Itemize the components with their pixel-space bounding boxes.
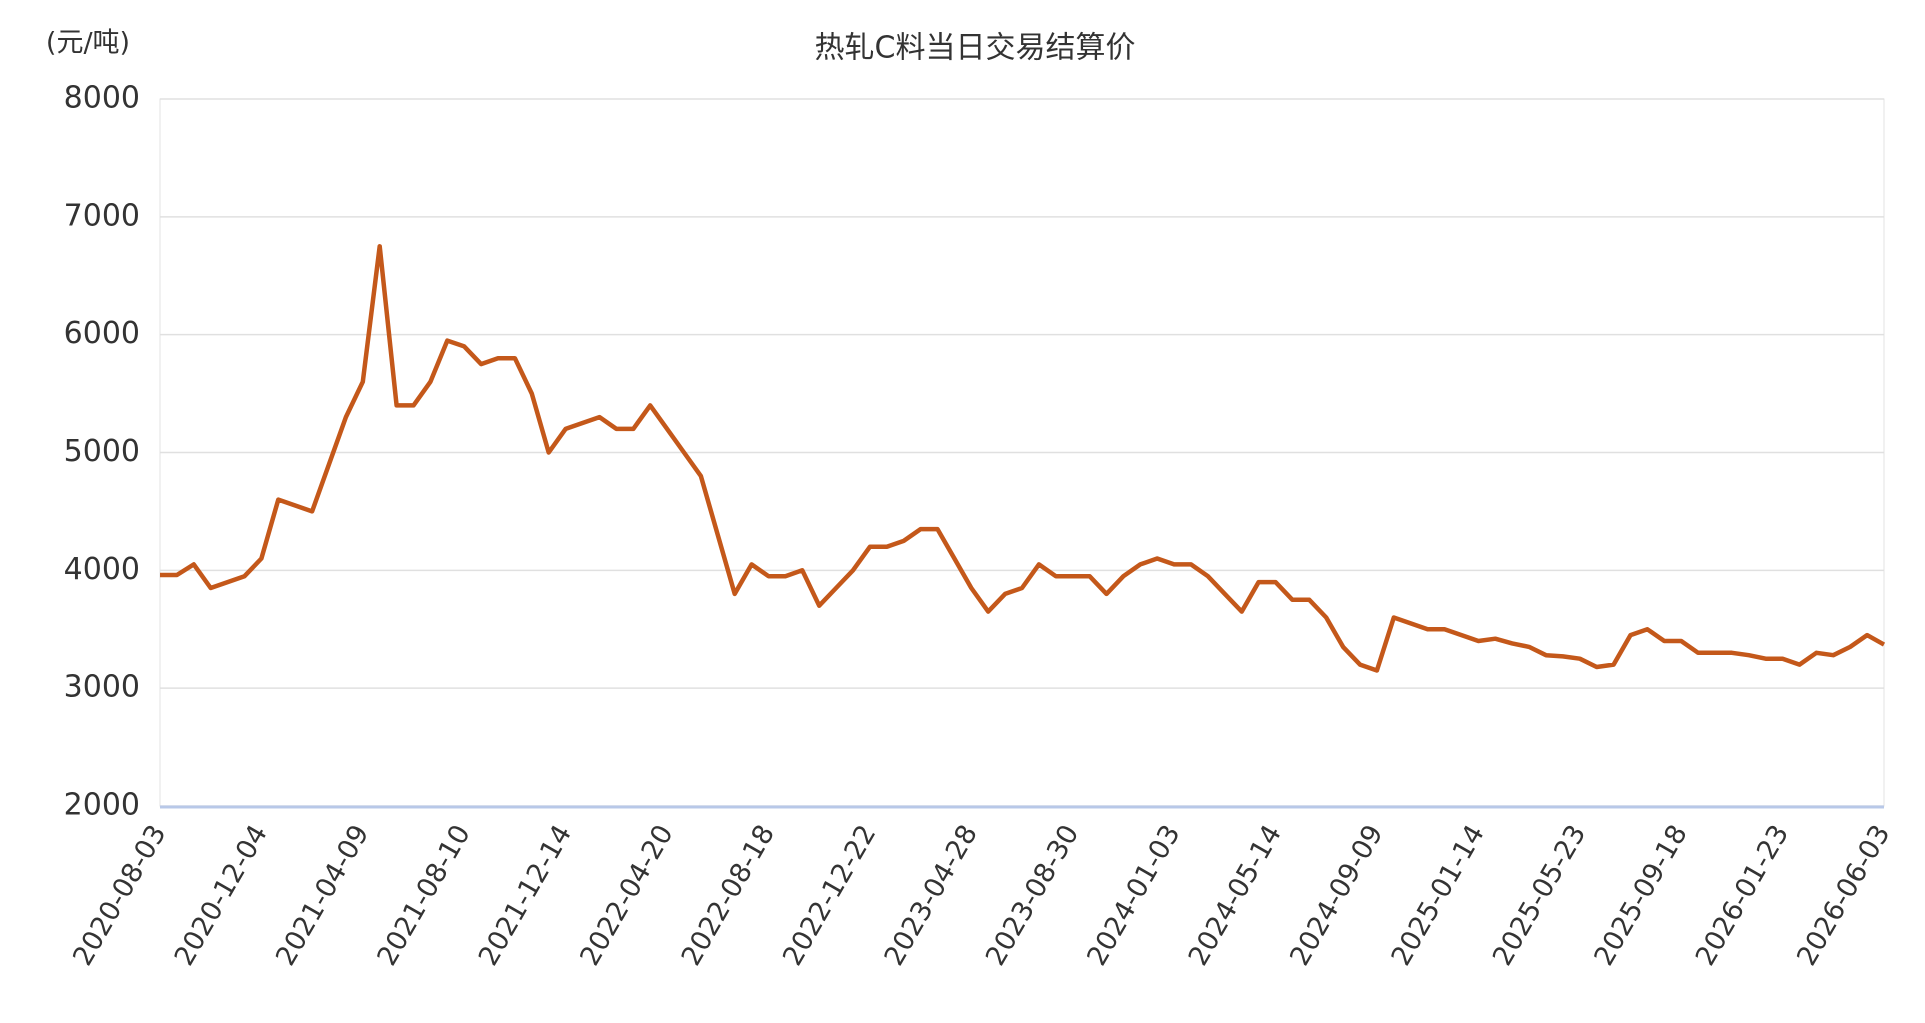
- y-tick-label: 6000: [64, 316, 140, 351]
- y-tick-label: 4000: [64, 552, 140, 587]
- x-tick-label: 2020-08-03: [67, 820, 172, 971]
- y-axis-unit: (元/吨): [46, 28, 130, 59]
- x-tick-label: 2022-04-20: [574, 820, 679, 971]
- x-tick-label: 2022-12-22: [777, 820, 882, 971]
- x-tick-label: 2026-06-03: [1791, 820, 1896, 971]
- y-tick-label: 2000: [64, 788, 140, 823]
- x-tick-label: 2020-12-04: [169, 820, 274, 971]
- y-tick-label: 8000: [64, 81, 140, 116]
- x-tick-label: 2026-01-23: [1690, 820, 1795, 971]
- x-tick-label: 2025-05-23: [1487, 820, 1592, 971]
- x-tick-label: 2021-04-09: [270, 820, 375, 971]
- x-tick-label: 2025-01-14: [1386, 820, 1491, 971]
- x-tick-label: 2024-05-14: [1183, 820, 1288, 971]
- x-tick-label: 2024-09-09: [1284, 820, 1389, 971]
- x-tick-label: 2023-04-28: [879, 820, 984, 971]
- y-tick-label: 5000: [64, 434, 140, 469]
- line-series: [160, 244, 1886, 673]
- chart-title: 热轧C料当日交易结算价: [815, 31, 1136, 66]
- x-tick-label: 2025-09-18: [1588, 820, 1693, 971]
- x-tick-label: 2023-08-30: [980, 820, 1085, 971]
- y-tick-label: 3000: [64, 670, 140, 705]
- x-tick-label: 2021-12-14: [473, 820, 578, 971]
- x-tick-label: 2021-08-10: [371, 820, 476, 971]
- x-tick-label: 2022-08-18: [676, 820, 781, 971]
- y-tick-label: 7000: [64, 198, 140, 233]
- x-tick-label: 2024-01-03: [1081, 820, 1186, 971]
